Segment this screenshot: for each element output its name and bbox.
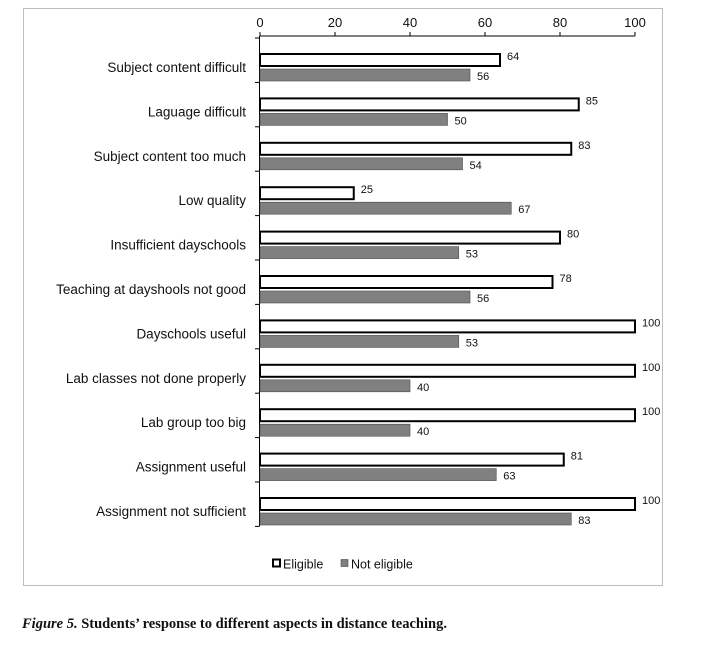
bar-eligible [259,319,636,334]
bar-eligible [259,53,501,67]
data-label-eligible: 64 [507,51,519,63]
data-label-eligible: 85 [586,95,598,107]
figure-caption: Figure 5. Students’ response to differen… [22,616,682,633]
data-label-eligible: 25 [361,184,373,196]
data-label-not-eligible: 54 [470,160,482,172]
bar-eligible [259,141,573,156]
category-label: Subject content difficult [107,60,246,75]
x-tick-label: 0 [256,15,263,30]
bar-not-eligible [259,246,460,259]
bar-not-eligible [259,335,460,348]
bar-not-eligible [259,113,448,126]
bar-not-eligible [259,201,512,215]
x-tick-label: 40 [403,15,417,30]
category-label: Teaching at dayshools not good [56,282,246,297]
bar-eligible [259,275,554,289]
category-label: Subject content too much [94,149,246,164]
bar-not-eligible [259,68,471,82]
bar-eligible [259,363,636,378]
data-label-eligible: 100 [642,406,660,418]
chart-frame [23,8,663,586]
data-label-not-eligible: 67 [518,204,530,216]
category-label: Laguage difficult [148,104,246,119]
legend-swatch-eligible [272,558,281,568]
bar-not-eligible [259,468,497,481]
x-axis: 0 20 40 60 80 100 [255,15,646,527]
category-label: Lab classes not done properly [66,371,246,386]
bar-eligible [259,497,636,511]
category-label: Assignment not sufficient [96,504,246,519]
data-label-not-eligible: 56 [477,293,489,305]
data-label-not-eligible: 40 [417,382,429,394]
bar-eligible [259,97,580,112]
data-labels: 64 56 85 50 83 54 25 67 80 53 78 56 100 53 100 40 100 40 8… [361,51,661,527]
bar-chart: 0 20 40 60 80 100 Subject content difficult La… [56,15,661,572]
bar-not-eligible [259,157,463,171]
bar-eligible [259,230,561,245]
legend: Eligible Not eligible [272,558,413,572]
data-label-eligible: 100 [642,362,660,374]
data-label-not-eligible: 56 [477,71,489,83]
bar-not-eligible [259,512,572,526]
data-label-eligible: 83 [578,140,590,152]
legend-swatch-not-eligible [340,559,349,567]
data-label-eligible: 78 [560,273,572,285]
data-label-not-eligible: 53 [466,249,478,261]
caption-text: Students’ response to different aspects … [77,616,447,632]
bar-eligible [259,408,636,423]
bar-not-eligible [259,423,411,437]
figure-label: Figure 5. [22,616,78,632]
category-labels: Subject content difficult Laguage difficu… [56,60,246,519]
data-label-eligible: 80 [567,229,579,241]
data-label-not-eligible: 53 [466,337,478,349]
x-tick-label: 100 [624,15,646,30]
category-label: Dayschools useful [136,326,246,341]
bar-eligible [259,452,565,467]
data-label-not-eligible: 50 [455,115,467,127]
bar-not-eligible [259,379,411,393]
category-label: Lab group too big [141,415,246,430]
legend-label-not-eligible: Not eligible [351,558,413,572]
data-label-eligible: 81 [571,451,583,463]
bars [259,53,636,526]
bar-eligible [259,186,355,201]
x-tick-label: 80 [553,15,567,30]
bar-not-eligible [259,290,471,304]
category-label: Insufficient dayschools [110,238,246,253]
category-label: Low quality [178,193,246,208]
data-label-eligible: 100 [642,495,660,507]
data-label-not-eligible: 40 [417,426,429,438]
category-label: Assignment useful [136,460,246,475]
legend-label-eligible: Eligible [283,558,323,572]
x-tick-label: 20 [328,15,342,30]
data-label-not-eligible: 63 [503,471,515,483]
data-label-eligible: 100 [642,317,660,329]
x-tick-label: 60 [478,15,492,30]
data-label-not-eligible: 83 [578,515,590,527]
